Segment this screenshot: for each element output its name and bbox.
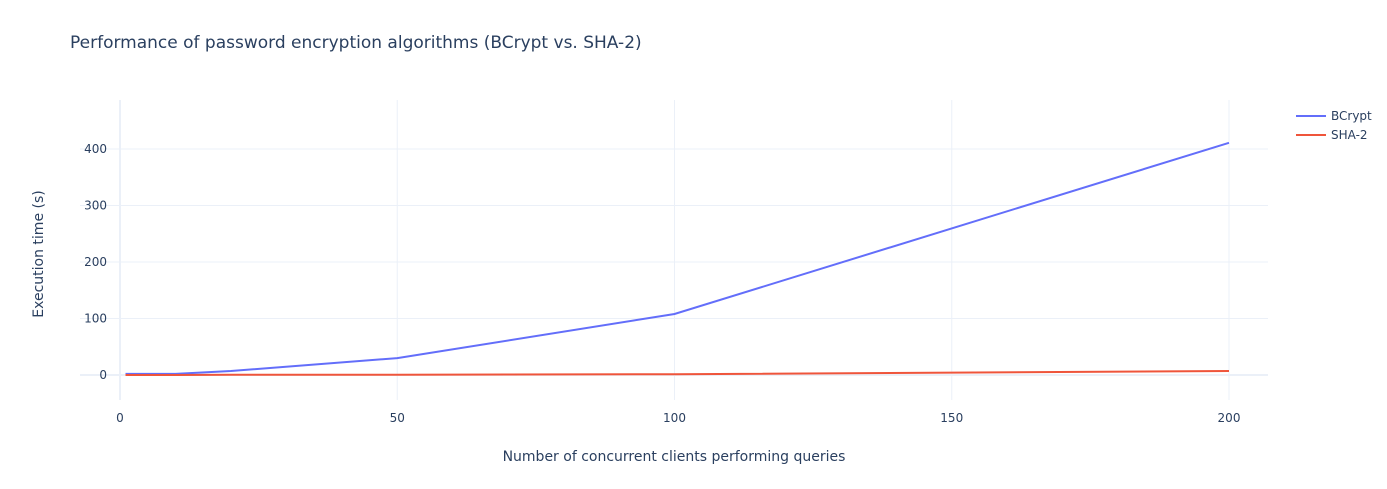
legend-item-sha2[interactable]: SHA-2: [1296, 125, 1372, 144]
legend-item-bcrypt[interactable]: BCrypt: [1296, 106, 1372, 125]
series-lines: [125, 141, 1230, 376]
y-tick-label: 400: [84, 142, 107, 156]
line-swatch-icon: [1296, 114, 1326, 117]
line-swatch-icon: [1296, 133, 1326, 136]
legend: BCrypt SHA-2: [1296, 106, 1372, 144]
y-tick-label: 200: [84, 255, 107, 269]
x-tick-label: 50: [390, 411, 405, 425]
x-axis-label: Number of concurrent clients performing …: [503, 449, 846, 465]
y-tick-label: 300: [84, 199, 107, 213]
gridlines: [80, 100, 1268, 400]
x-tick-label: 150: [940, 411, 963, 425]
chart-title: Performance of password encryption algor…: [70, 33, 642, 53]
x-tick-label: 0: [116, 411, 124, 425]
y-tick-label: 0: [99, 368, 107, 382]
y-tick-label: 100: [84, 312, 107, 326]
series-line-sha2[interactable]: [125, 370, 1230, 376]
series-line-bcrypt[interactable]: [125, 141, 1230, 375]
y-axis-label: Execution time (s): [31, 190, 47, 317]
x-tick-label: 200: [1218, 411, 1241, 425]
legend-label: BCrypt: [1331, 108, 1372, 123]
legend-label: SHA-2: [1331, 127, 1368, 142]
x-tick-label: 100: [663, 411, 686, 425]
y-axis-ticks: 0 100 200 300 400: [84, 142, 107, 382]
x-axis-ticks: 0 50 100 150 200: [116, 411, 1240, 425]
